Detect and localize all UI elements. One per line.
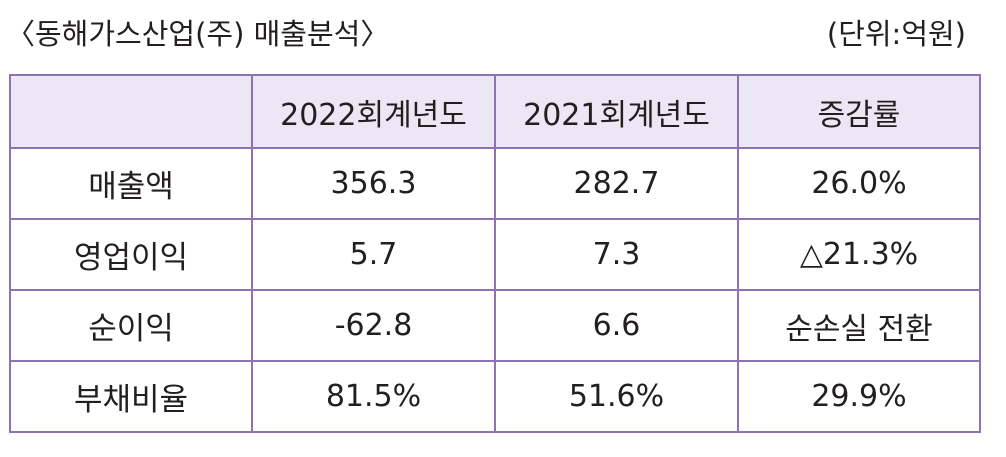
cell-value: -62.8	[251, 289, 496, 362]
header-fy2021: 2021회계년도	[494, 74, 739, 149]
row-label-revenue: 매출액	[9, 147, 253, 220]
cell-change: 29.9%	[737, 360, 981, 433]
header-corner-cell	[9, 74, 253, 149]
row-label-debt-ratio: 부채비율	[9, 360, 253, 433]
cell-change: 26.0%	[737, 147, 981, 220]
table-row: 부채비율 81.5% 51.6% 29.9%	[9, 360, 981, 433]
table-title: 〈동해가스산업(주) 매출분석〉	[6, 17, 390, 51]
unit-label: (단위:억원)	[826, 17, 966, 51]
table-row: 영업이익 5.7 7.3 △21.3%	[9, 218, 981, 291]
header-fy2022: 2022회계년도	[251, 74, 496, 149]
row-label-net-income: 순이익	[9, 289, 253, 362]
cell-value: 6.6	[494, 289, 739, 362]
header-row: 2022회계년도 2021회계년도 증감률	[9, 74, 981, 149]
financial-analysis-table: 2022회계년도 2021회계년도 증감률 매출액 356.3 282.7 26…	[9, 74, 981, 433]
table-row: 순이익 -62.8 6.6 순손실 전환	[9, 289, 981, 362]
cell-value: 81.5%	[251, 360, 496, 433]
cell-change: △21.3%	[737, 218, 981, 291]
header-change-rate: 증감률	[737, 74, 981, 149]
cell-value: 282.7	[494, 147, 739, 220]
table-row: 매출액 356.3 282.7 26.0%	[9, 147, 981, 220]
cell-value: 356.3	[251, 147, 496, 220]
cell-value: 7.3	[494, 218, 739, 291]
cell-value: 5.7	[251, 218, 496, 291]
cell-value: 51.6%	[494, 360, 739, 433]
row-label-operating-profit: 영업이익	[9, 218, 253, 291]
cell-change: 순손실 전환	[737, 289, 981, 362]
